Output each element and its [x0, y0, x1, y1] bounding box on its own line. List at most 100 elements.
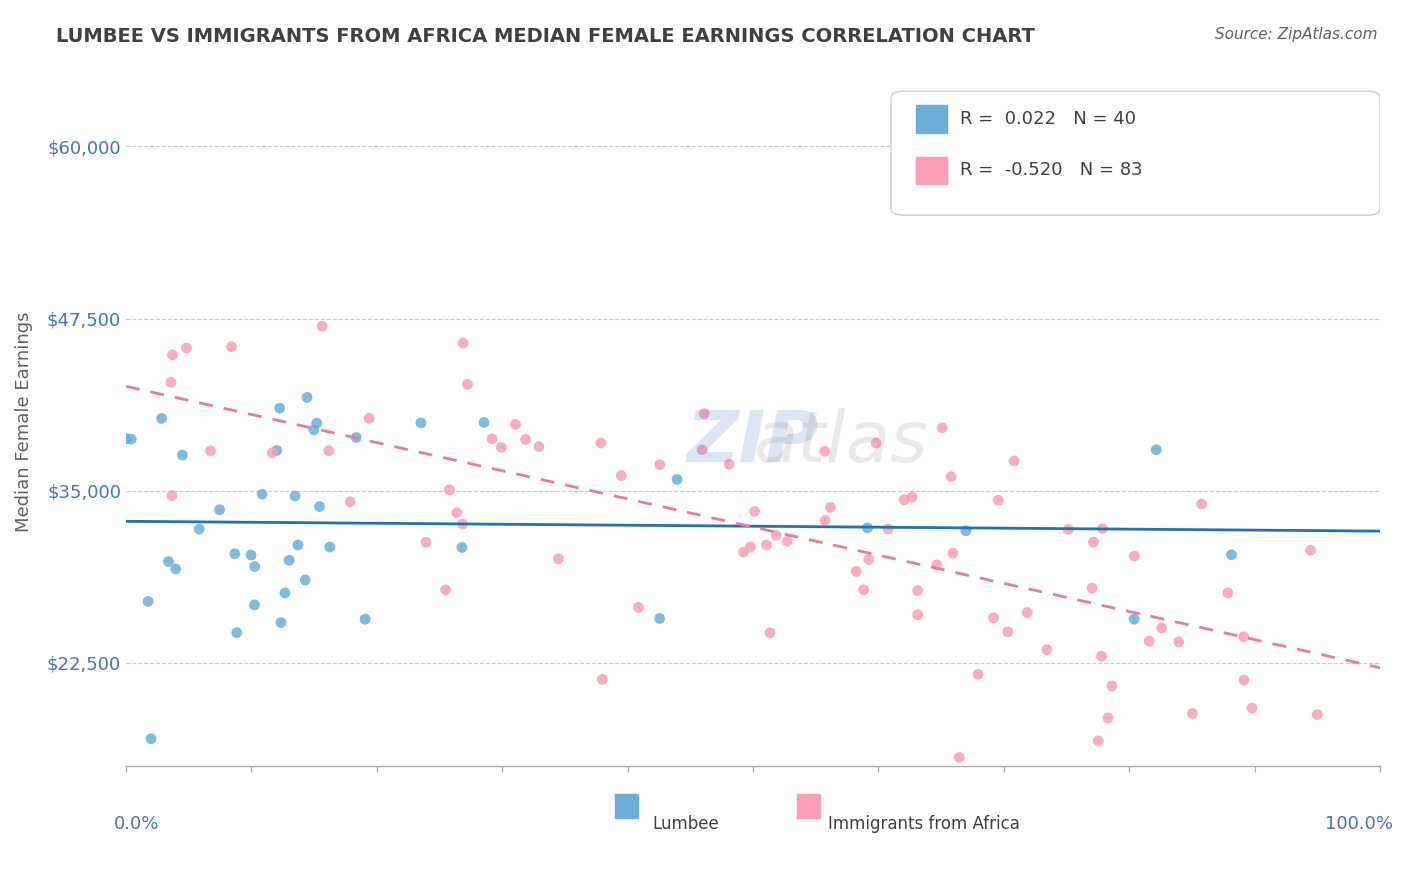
Point [648, 611, 671, 625]
Point [157, 555, 180, 569]
Point [160, 376, 183, 390]
Point [318, 443, 340, 458]
Point [1002, 454, 1025, 468]
Point [740, 540, 762, 554]
Point [1233, 673, 1256, 687]
Point [270, 615, 292, 630]
Point [224, 547, 246, 561]
Point [1123, 612, 1146, 626]
Point [983, 611, 1005, 625]
Point [1144, 442, 1167, 457]
Point [987, 493, 1010, 508]
Point [939, 469, 962, 483]
Point [472, 416, 495, 430]
Point [1087, 734, 1109, 748]
Point [150, 411, 173, 425]
Point [269, 401, 291, 416]
Point [627, 600, 650, 615]
Point [1306, 707, 1329, 722]
Point [1167, 635, 1189, 649]
Point [262, 446, 284, 460]
Point [997, 624, 1019, 639]
Point [858, 552, 880, 566]
Point [967, 667, 990, 681]
Point [591, 673, 613, 687]
Point [955, 524, 977, 538]
Text: Lumbee: Lumbee [652, 814, 720, 832]
Point [1017, 606, 1039, 620]
Point [1123, 549, 1146, 563]
Point [820, 500, 842, 515]
Point [814, 513, 837, 527]
Point [446, 506, 468, 520]
Point [1181, 706, 1204, 721]
Text: 100.0%: 100.0% [1324, 814, 1393, 832]
Point [305, 416, 328, 430]
Text: Immigrants from Africa: Immigrants from Africa [828, 814, 1021, 832]
FancyBboxPatch shape [891, 91, 1381, 215]
Text: ZIP: ZIP [688, 408, 820, 477]
Point [1233, 630, 1256, 644]
Point [755, 538, 778, 552]
Point [120, 432, 142, 446]
Point [1101, 679, 1123, 693]
Bar [917, 157, 948, 185]
Bar [614, 794, 638, 818]
Point [250, 487, 273, 501]
Point [693, 407, 716, 421]
Point [1057, 522, 1080, 536]
Point [907, 583, 929, 598]
Point [439, 483, 461, 497]
Point [865, 436, 887, 450]
Point [165, 562, 187, 576]
Point [359, 411, 381, 425]
Point [1090, 649, 1112, 664]
Text: LUMBEE VS IMMIGRANTS FROM AFRICA MEDIAN FEMALE EARNINGS CORRELATION CHART: LUMBEE VS IMMIGRANTS FROM AFRICA MEDIAN … [56, 27, 1035, 45]
Point [942, 546, 965, 560]
Point [295, 391, 318, 405]
Point [1299, 543, 1322, 558]
Point [344, 430, 367, 444]
Point [160, 489, 183, 503]
Point [451, 336, 474, 351]
Point [243, 559, 266, 574]
Point [225, 625, 247, 640]
Point [814, 444, 837, 458]
Point [139, 731, 162, 746]
Point [515, 433, 537, 447]
Point [200, 444, 222, 458]
Point [1083, 535, 1105, 549]
Point [1081, 581, 1104, 595]
Point [308, 500, 330, 514]
Text: R =  0.022   N = 40: R = 0.022 N = 40 [960, 110, 1136, 128]
Point [115, 432, 138, 446]
Point [451, 541, 474, 555]
Point [491, 441, 513, 455]
Point [1216, 586, 1239, 600]
Point [877, 522, 900, 536]
Point [733, 545, 755, 559]
Point [451, 517, 474, 532]
Point [776, 534, 799, 549]
Point [648, 458, 671, 472]
Point [759, 625, 782, 640]
Point [666, 473, 689, 487]
Text: 0.0%: 0.0% [114, 814, 159, 832]
Point [302, 423, 325, 437]
Point [221, 340, 243, 354]
Bar [797, 794, 820, 818]
Point [294, 573, 316, 587]
Point [415, 535, 437, 549]
Point [278, 553, 301, 567]
Point [1097, 711, 1119, 725]
Point [136, 594, 159, 608]
Point [1150, 621, 1173, 635]
Point [907, 607, 929, 622]
Text: atlas: atlas [754, 408, 928, 477]
Point [610, 468, 633, 483]
Point [744, 504, 766, 518]
Point [931, 421, 953, 435]
Point [527, 440, 550, 454]
Point [188, 522, 211, 536]
Text: Source: ZipAtlas.com: Source: ZipAtlas.com [1215, 27, 1378, 42]
